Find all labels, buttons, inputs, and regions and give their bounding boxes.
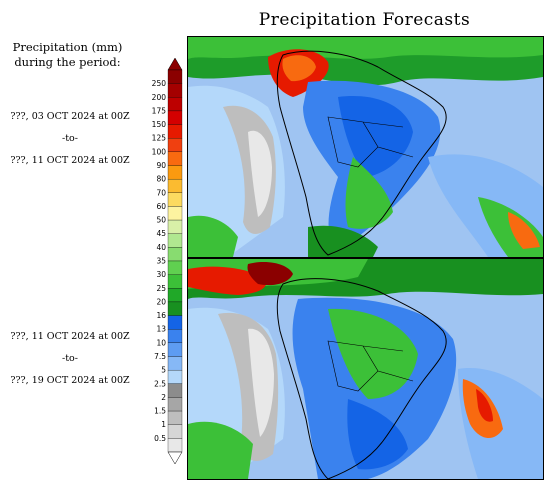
legend-swatch <box>167 424 183 439</box>
legend-swatch <box>167 410 183 425</box>
legend-swatch <box>167 356 183 371</box>
legend-tick-label: 175 <box>152 106 167 115</box>
legend-arrow-top <box>167 57 183 71</box>
legend-heading-line2: during the period: <box>14 55 121 69</box>
legend-tick-label: 30 <box>156 270 166 279</box>
map-panel-week-2 <box>187 258 544 480</box>
legend-tick-label: 200 <box>152 93 167 102</box>
period-1-to: ???, 11 OCT 2024 at 00Z <box>10 155 130 166</box>
legend-tick-label: 25 <box>156 284 166 293</box>
legend-tick-label: 13 <box>156 325 166 334</box>
legend-tick-label: 2.5 <box>154 379 166 388</box>
legend-tick-label: 150 <box>152 120 167 129</box>
legend-swatch <box>167 383 183 398</box>
legend-swatch <box>167 83 183 98</box>
legend-swatch <box>167 274 183 289</box>
legend-swatch <box>167 219 183 234</box>
period-2-to: ???, 19 OCT 2024 at 00Z <box>10 375 130 386</box>
legend-tick-label: 60 <box>156 202 166 211</box>
legend-heading: Precipitation (mm) during the period: <box>0 40 135 70</box>
legend-swatch <box>167 342 183 357</box>
legend-swatch <box>167 438 183 453</box>
legend-tick-label: 2 <box>161 393 166 402</box>
legend-heading-line1: Precipitation (mm) <box>12 40 123 54</box>
period-1-from: ???, 03 OCT 2024 at 00Z <box>10 111 130 122</box>
color-legend: 250 200 175 150 125 100 90 80 70 60 50 45 40 35 30 25 20… <box>150 57 184 465</box>
legend-tick-label: 7.5 <box>154 352 166 361</box>
legend-tick-label: 20 <box>156 297 166 306</box>
legend-swatch <box>167 165 183 180</box>
period-1-label: ???, 03 OCT 2024 at 00Z -to- ???, 11 OCT… <box>0 106 140 172</box>
legend-swatch <box>167 315 183 330</box>
legend-tick-label: 45 <box>156 229 166 238</box>
legend-tick-label: 0.5 <box>154 434 166 443</box>
legend-tick-label: 1 <box>161 420 166 429</box>
legend-tick-label: 10 <box>156 338 166 347</box>
legend-swatch <box>167 206 183 221</box>
legend-tick-label: 50 <box>156 216 166 225</box>
legend-swatch <box>167 260 183 275</box>
legend-tick-label: 100 <box>152 147 167 156</box>
legend-swatch <box>167 151 183 166</box>
legend-tick-label: 1.5 <box>154 407 166 416</box>
legend-swatch <box>167 138 183 153</box>
legend-swatch <box>167 329 183 344</box>
legend-arrow-bottom <box>167 451 183 465</box>
legend-swatch <box>167 397 183 412</box>
legend-swatch <box>167 124 183 139</box>
period-2-from: ???, 11 OCT 2024 at 00Z <box>10 331 130 342</box>
map-week-1 <box>188 37 543 257</box>
period-1-sep: -to- <box>62 133 78 144</box>
legend-tick-label: 16 <box>156 311 166 320</box>
legend-swatch <box>167 110 183 125</box>
legend-tick-label: 40 <box>156 243 166 252</box>
legend-swatch <box>167 192 183 207</box>
map-panel-week-1 <box>187 36 544 258</box>
legend-tick-label: 80 <box>156 175 166 184</box>
legend-swatch <box>167 233 183 248</box>
legend-tick-label: 5 <box>161 366 166 375</box>
legend-tick-label: 35 <box>156 257 166 266</box>
legend-tick-label: 125 <box>152 134 167 143</box>
legend-tick-label: 90 <box>156 161 166 170</box>
legend-swatch <box>167 301 183 316</box>
legend-swatch <box>167 247 183 262</box>
legend-swatch <box>167 97 183 112</box>
map-week-2 <box>188 259 543 479</box>
legend-swatch <box>167 69 183 84</box>
legend-swatch <box>167 288 183 303</box>
period-2-sep: -to- <box>62 353 78 364</box>
chart-title: Precipitation Forecasts <box>258 10 471 30</box>
legend-swatch <box>167 178 183 193</box>
period-2-label: ???, 11 OCT 2024 at 00Z -to- ???, 19 OCT… <box>0 326 140 392</box>
legend-tick-label: 70 <box>156 188 166 197</box>
color-legend-svg: 2502001751501251009080706050454035302520… <box>152 57 183 465</box>
legend-swatch <box>167 369 183 384</box>
legend-tick-label: 250 <box>152 79 167 88</box>
